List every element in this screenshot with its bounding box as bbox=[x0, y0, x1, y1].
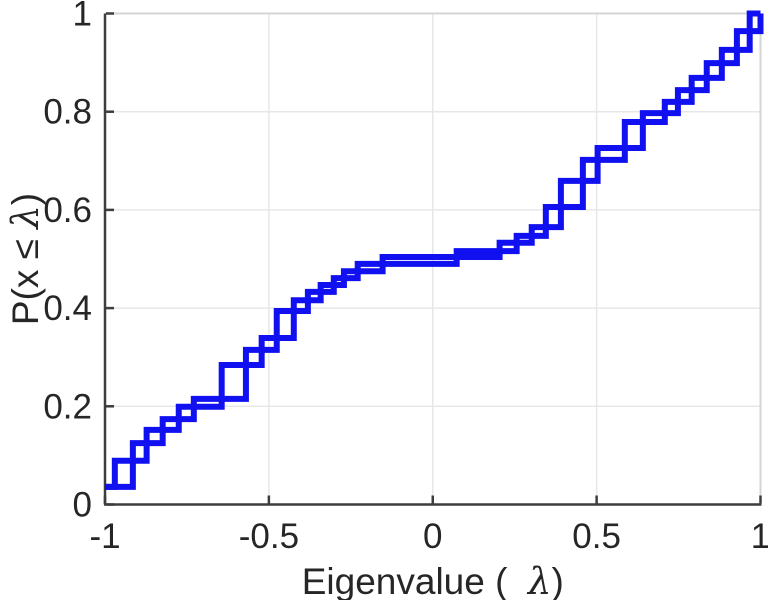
y-tick-label: 0.6 bbox=[43, 191, 92, 230]
y-tick-label: 0 bbox=[73, 486, 92, 525]
y-tick-label: 0.2 bbox=[43, 387, 92, 426]
x-tick-label: -0.5 bbox=[239, 517, 299, 556]
x-axis-label: Eigenvalue ( λ) bbox=[302, 560, 564, 600]
stair-line-leading bbox=[105, 10, 761, 490]
y-axis-label: P(x ≤ λ) bbox=[4, 193, 47, 325]
y-tick-label: 0.8 bbox=[43, 93, 92, 132]
y-tick-label: 1 bbox=[73, 0, 92, 34]
x-tick-label: 0.5 bbox=[572, 517, 621, 556]
x-tick-label: -1 bbox=[89, 517, 120, 556]
x-tick-label: 0 bbox=[423, 517, 442, 556]
x-tick-label: 1 bbox=[751, 517, 768, 556]
y-tick-label: 0.4 bbox=[43, 289, 92, 328]
